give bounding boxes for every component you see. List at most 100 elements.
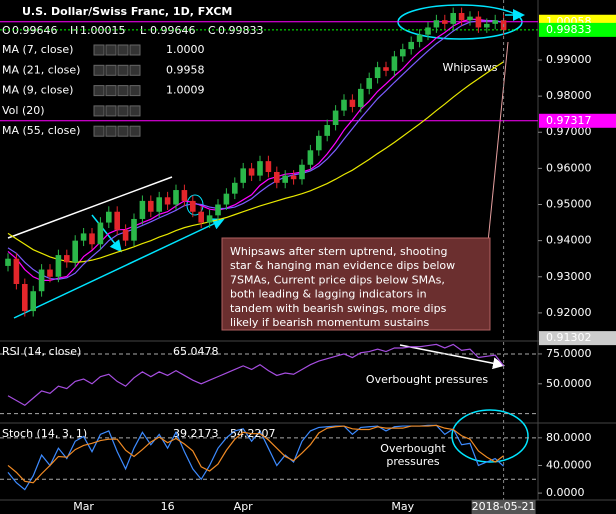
indicator-icon	[105, 125, 117, 137]
candle-body	[190, 200, 196, 212]
candle-body	[467, 16, 473, 21]
ohlc-value: 0.99646	[12, 24, 58, 37]
indicator-icon	[105, 105, 117, 117]
ohlc-label: C	[208, 24, 216, 37]
x-tick-label: May	[391, 500, 414, 513]
candle-body	[240, 168, 246, 183]
candle-body	[232, 182, 238, 194]
candle-body	[89, 233, 95, 245]
candle-body	[374, 67, 381, 79]
indicator-icon	[129, 44, 141, 56]
indicator-line	[7, 424, 504, 484]
candle-body	[274, 171, 280, 183]
indicator-value: 1.0009	[166, 84, 205, 97]
candle-body	[475, 16, 482, 28]
candle-body	[131, 218, 137, 241]
indicator-icon	[129, 85, 141, 97]
callout-text: 7SMAs, Current price dips below SMAs,	[230, 273, 445, 286]
indicator-icon	[117, 85, 129, 97]
indicator-icon	[105, 64, 117, 76]
price-marker	[539, 331, 616, 346]
candle-body	[5, 258, 11, 266]
panel-title: Stoch (14, 3, 1)	[2, 427, 87, 440]
x-tick-label: Mar	[73, 500, 94, 513]
candle-body	[156, 197, 162, 212]
ohlc-label: L	[140, 24, 147, 37]
candle-body	[391, 56, 398, 71]
candle-body	[383, 67, 389, 71]
indicator-icon	[129, 105, 141, 117]
indicator-icon	[129, 125, 141, 137]
candle-body	[282, 175, 288, 183]
arrow	[399, 344, 505, 370]
indicator-name: MA (7, close)	[2, 43, 73, 56]
candle-body	[248, 168, 255, 176]
candle-body	[400, 49, 406, 57]
y-tick-label: 0.92000	[546, 306, 592, 319]
candle-body	[148, 200, 154, 212]
candle-body	[316, 135, 322, 151]
candle-body	[80, 233, 87, 241]
indicator-icon	[93, 44, 105, 56]
symbol-title: U.S. Dollar/Swiss Franc, 1D, FXCM	[22, 5, 232, 18]
y-tick-label: 0.96000	[546, 161, 592, 174]
indicator-icon	[93, 105, 105, 117]
y-tick-label: 0.99000	[546, 53, 592, 66]
price-marker	[539, 113, 616, 128]
indicator-value: 1.0000	[166, 43, 205, 56]
ohlc-label: O	[2, 24, 11, 37]
moving-average	[7, 61, 504, 263]
candle-body	[433, 20, 440, 28]
candle-body	[206, 215, 213, 223]
candle-body	[122, 229, 129, 241]
candle-body	[13, 258, 20, 284]
candle-body	[349, 99, 356, 107]
indicator-icon	[129, 64, 141, 76]
candle-body	[299, 164, 305, 180]
indicator-line	[7, 343, 505, 407]
y-tick-label: 0.0000	[546, 486, 585, 499]
candle-body	[114, 211, 120, 230]
trend-line	[7, 176, 173, 239]
candle-body	[416, 34, 423, 42]
price-marker-label: 0.91302	[546, 331, 592, 344]
indicator-icon	[105, 44, 117, 56]
annotation: Overbought	[380, 442, 446, 455]
indicator-icon	[93, 64, 105, 76]
ohlc-value: 1.00015	[80, 24, 126, 37]
moving-average	[7, 18, 504, 281]
price-marker-label: 0.97317	[546, 114, 592, 127]
x-tick-label: 2018-05-21	[472, 500, 536, 513]
indicator-name: MA (9, close)	[2, 84, 73, 97]
indicator-icon	[117, 125, 129, 137]
candle-body	[223, 193, 230, 205]
callout-text: tandem with bearish swings, more dips	[230, 302, 447, 315]
date-highlight	[471, 500, 536, 514]
candle-body	[492, 20, 498, 24]
indicator-icon	[117, 105, 129, 117]
candle-body	[290, 175, 297, 180]
ohlc-value: 0.99833	[218, 24, 264, 37]
candle-body	[139, 200, 146, 219]
indicator-icon	[117, 44, 129, 56]
candle-body	[181, 190, 188, 201]
candle-body	[332, 110, 339, 126]
callout-text: Whipsaws after stern uptrend, shooting	[230, 245, 447, 258]
candle-body	[55, 255, 62, 277]
indicator-icon	[117, 64, 129, 76]
ohlc-value: 0.99646	[150, 24, 196, 37]
candle-body	[198, 211, 204, 223]
candle-body	[97, 222, 104, 245]
candle-body	[64, 255, 70, 263]
candle-body	[106, 211, 112, 223]
y-tick-label: 75.0000	[546, 347, 592, 360]
indicator-icon	[105, 85, 117, 97]
candle-body	[484, 23, 490, 28]
y-tick-label: 0.94000	[546, 234, 592, 247]
highlight-ellipse	[451, 409, 529, 463]
arrow	[91, 214, 122, 253]
candle-body	[324, 125, 330, 136]
trend-line	[13, 218, 225, 319]
